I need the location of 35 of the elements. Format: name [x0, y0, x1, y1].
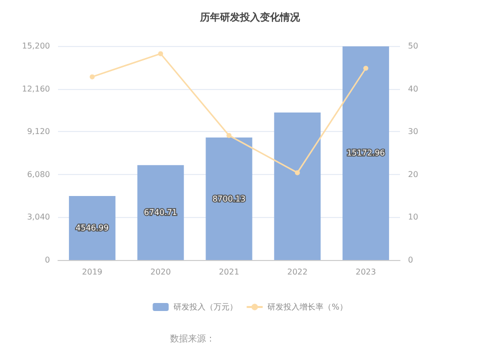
y-tick-label: 9,120 — [27, 127, 50, 136]
data-label: 15172.96 — [346, 148, 385, 158]
point — [363, 66, 368, 71]
y-tick-label: 12,160 — [22, 84, 50, 94]
data-label: 6740.71 — [144, 208, 178, 218]
bar — [342, 46, 390, 260]
y-tick-label: 3,040 — [27, 212, 50, 222]
data-label: 8700.13 — [212, 194, 246, 204]
x-tick-label: 2021 — [218, 268, 240, 276]
bar — [274, 112, 321, 260]
y-tick-label: 15,200 — [22, 42, 50, 50]
y2-tick-label: 30 — [408, 127, 418, 136]
y2-tick-label: 50 — [408, 42, 418, 50]
source-note: 数据来源： — [170, 334, 215, 344]
x-tick-label: 2023 — [356, 268, 376, 276]
x-tick-label: 2019 — [82, 268, 102, 276]
chart-title: 历年研发投入变化情况 — [199, 12, 301, 24]
y2-tick-label: 40 — [408, 84, 418, 94]
point — [90, 74, 95, 80]
x-tick-label: 2020 — [150, 268, 171, 276]
point — [158, 51, 164, 56]
point — [294, 170, 300, 176]
y-tick-label: 0 — [44, 256, 50, 264]
y-tick-label: 6,080 — [27, 170, 50, 179]
x-tick-label: 2022 — [287, 268, 308, 276]
point — [226, 132, 232, 138]
bar — [206, 138, 252, 260]
bar — [137, 165, 184, 260]
legend-label: 研发投入（万元） — [174, 302, 238, 312]
legend-label: 研发投入增长率（%） — [268, 302, 348, 312]
bar — [68, 196, 116, 260]
y2-tick-label: 0 — [408, 256, 414, 264]
y2-tick-label: 10 — [408, 212, 418, 222]
data-label: 4546.99 — [76, 223, 109, 232]
y2-tick-label: 20 — [408, 170, 418, 179]
